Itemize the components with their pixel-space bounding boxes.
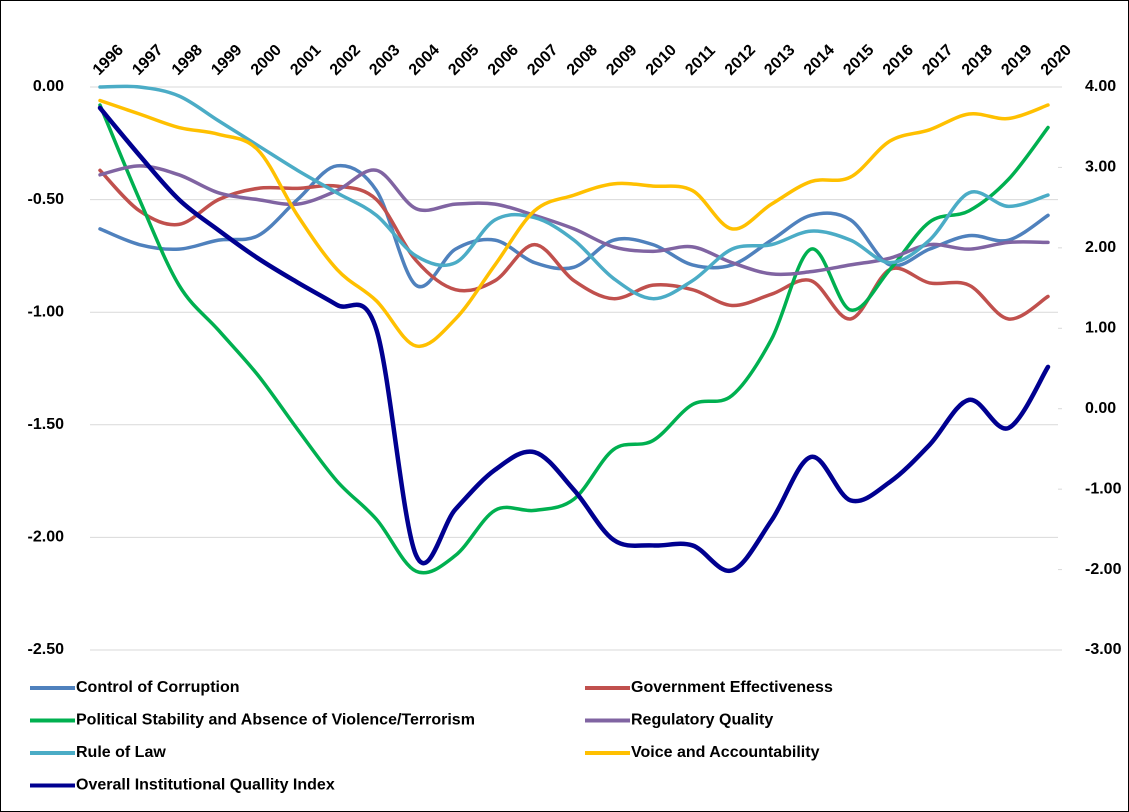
y-tick-label: -1.50 — [28, 416, 65, 433]
y-tick-label: 0.00 — [33, 78, 64, 95]
y2-tick-label: 3.00 — [1085, 159, 1116, 176]
legend-label: Regulatory Quality — [631, 712, 773, 729]
y-tick-label: -2.50 — [28, 641, 65, 658]
legend-label: Overall Institutional Quallity Index — [76, 777, 335, 794]
y-tick-label: -2.00 — [28, 529, 65, 546]
y2-tick-label: 4.00 — [1085, 78, 1116, 95]
y-tick-label: -0.50 — [28, 191, 65, 208]
series-line — [98, 98, 1050, 348]
y2-tick-label: 2.00 — [1085, 239, 1116, 256]
series-line — [98, 164, 1050, 277]
y2-tick-label: 0.00 — [1085, 400, 1116, 417]
series-line — [98, 163, 1050, 289]
series-line — [98, 103, 1050, 575]
legend-label: Government Effectiveness — [631, 679, 833, 696]
y2-tick-label: -3.00 — [1085, 641, 1122, 658]
y-tick-label: -1.00 — [28, 303, 65, 320]
y2-tick-label: 1.00 — [1085, 320, 1116, 337]
series-line — [98, 84, 1050, 301]
y2-tick-label: -2.00 — [1085, 561, 1122, 578]
series-line — [97, 105, 1051, 573]
legend-label: Voice and Accountability — [631, 744, 820, 761]
legend-label: Control of Corruption — [76, 679, 240, 696]
legend-label: Political Stability and Absence of Viole… — [76, 712, 475, 729]
y2-tick-label: -1.00 — [1085, 480, 1122, 497]
legend-label: Rule of Law — [76, 744, 166, 761]
